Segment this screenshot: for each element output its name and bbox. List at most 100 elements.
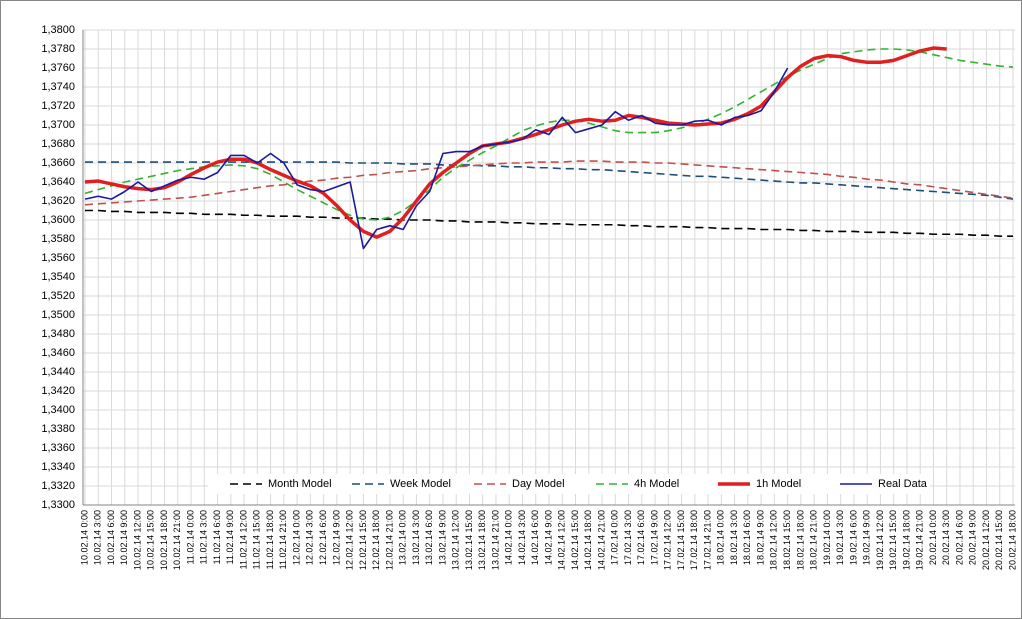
- x-tick-label: 10.02.14 12:00: [132, 510, 142, 570]
- x-tick-label: 13.02.14 0:00: [398, 510, 408, 565]
- x-tick-label: 13.02.14 12:00: [451, 510, 461, 570]
- x-tick-label: 11.02.14 0:00: [185, 510, 195, 564]
- y-tick-label: 1,3360: [41, 442, 75, 454]
- x-tick-label: 17.02.14 6:00: [636, 510, 646, 565]
- y-tick-label: 1,3440: [41, 366, 75, 378]
- y-tick-label: 1,3760: [41, 62, 75, 74]
- x-tick-label: 11.02.14 3:00: [199, 510, 209, 564]
- legend-label: Real Data: [878, 478, 928, 490]
- y-tick-label: 1,3460: [41, 347, 75, 359]
- x-tick-label: 13.02.14 6:00: [424, 510, 434, 565]
- y-tick-label: 1,3300: [41, 499, 75, 511]
- y-tick-label: 1,3580: [41, 233, 75, 245]
- x-tick-label: 17.02.14 9:00: [649, 510, 659, 565]
- x-tick-label: 10.02.14 15:00: [146, 510, 156, 570]
- x-tick-label: 20.02.14 15:00: [994, 510, 1004, 570]
- x-tick-label: 19.02.14 21:00: [915, 510, 925, 570]
- x-tick-label: 18.02.14 6:00: [742, 510, 752, 565]
- x-tick-label: 19.02.14 15:00: [888, 510, 898, 570]
- x-tick-label: 14.02.14 6:00: [530, 510, 540, 565]
- x-tick-label: 13.02.14 15:00: [464, 510, 474, 570]
- y-tick-label: 1,3700: [41, 119, 75, 131]
- x-tick-label: 19.02.14 18:00: [901, 510, 911, 570]
- x-tick-label: 10.02.14 21:00: [172, 510, 182, 570]
- x-tick-label: 18.02.14 18:00: [795, 510, 805, 570]
- x-tick-label: 19.02.14 0:00: [822, 510, 832, 565]
- y-tick-label: 1,3400: [41, 404, 75, 416]
- y-tick-label: 1,3540: [41, 271, 75, 283]
- x-tick-label: 20.02.14 12:00: [981, 510, 991, 570]
- x-tick-label: 14.02.14 9:00: [543, 510, 553, 565]
- x-tick-label: 12.02.14 18:00: [371, 510, 381, 570]
- y-tick-label: 1,3800: [41, 24, 75, 36]
- x-tick-label: 17.02.14 3:00: [623, 510, 633, 565]
- x-tick-label: 14.02.14 15:00: [570, 510, 580, 570]
- x-tick-label: 10.02.14 3:00: [93, 510, 103, 565]
- y-tick-label: 1,3660: [41, 157, 75, 169]
- x-tick-label: 20.02.14 9:00: [968, 510, 978, 565]
- x-tick-label: 19.02.14 6:00: [848, 510, 858, 565]
- legend-label: 1h Model: [756, 478, 801, 490]
- axis-labels: 1,3300 1,3320 1,3340 1,3360 1,3380 1,3400 1,34…: [41, 24, 1017, 570]
- x-tick-label: 19.02.14 9:00: [862, 510, 872, 565]
- x-tick-label: 13.02.14 9:00: [437, 510, 447, 565]
- legend-label: Day Model: [512, 478, 565, 490]
- y-tick-label: 1,3680: [41, 138, 75, 150]
- x-tick-label: 18.02.14 9:00: [755, 510, 765, 565]
- plot-lines: [84, 46, 1014, 250]
- x-tick-label: 19.02.14 12:00: [875, 510, 885, 570]
- legend: Month Model Week Model Day Model 4h Model 1h…: [208, 474, 930, 494]
- x-tick-label: 20.02.14 18:00: [1007, 510, 1017, 570]
- legend-label: 4h Model: [634, 478, 679, 490]
- x-tick-label: 18.02.14 3:00: [729, 510, 739, 565]
- y-tick-label: 1,3520: [41, 290, 75, 302]
- x-tick-label: 14.02.14 18:00: [583, 510, 593, 570]
- x-tick-label: 11.02.14 9:00: [225, 510, 235, 564]
- y-tick-label: 1,3620: [41, 195, 75, 207]
- y-tick-label: 1,3380: [41, 423, 75, 435]
- x-tick-label: 18.02.14 21:00: [809, 510, 819, 570]
- x-tick-label: 17.02.14 15:00: [676, 510, 686, 570]
- x-tick-label: 14.02.14 12:00: [557, 510, 567, 570]
- x-tick-label: 12.02.14 6:00: [318, 510, 328, 565]
- series-line: [85, 209, 1013, 237]
- series-line: [84, 48, 1014, 221]
- x-tick-label: 19.02.14 3:00: [835, 510, 845, 565]
- y-tick-label: 1,3560: [41, 252, 75, 264]
- x-tick-label: 17.02.14 21:00: [702, 510, 712, 570]
- y-tick-label: 1,3780: [41, 43, 75, 55]
- x-tick-label: 12.02.14 21:00: [384, 510, 394, 570]
- x-tick-label: 13.02.14 3:00: [411, 510, 421, 565]
- x-tick-label: 10.02.14 18:00: [159, 510, 169, 570]
- legend-box: [208, 474, 930, 494]
- x-tick-label: 11.02.14 12:00: [238, 510, 248, 569]
- x-tick-label: 11.02.14 21:00: [278, 510, 288, 569]
- y-tick-label: 1,3340: [41, 461, 75, 473]
- x-tick-label: 20.02.14 3:00: [941, 510, 951, 565]
- x-tick-label: 20.02.14 6:00: [954, 510, 964, 565]
- x-tick-label: 13.02.14 21:00: [490, 510, 500, 570]
- x-tick-label: 17.02.14 12:00: [663, 510, 673, 570]
- x-tick-label: 18.02.14 15:00: [782, 510, 792, 570]
- y-tick-label: 1,3600: [41, 214, 75, 226]
- x-tick-label: 14.02.14 21:00: [596, 510, 606, 570]
- x-tick-label: 12.02.14 15:00: [358, 510, 368, 570]
- y-tick-label: 1,3720: [41, 100, 75, 112]
- x-tick-label: 12.02.14 12:00: [345, 510, 355, 570]
- y-tick-label: 1,3500: [41, 309, 75, 321]
- series-line: [85, 161, 1014, 200]
- series-line: [84, 67, 789, 250]
- x-tick-label: 18.02.14 0:00: [716, 510, 726, 565]
- x-tick-label: 18.02.14 12:00: [769, 510, 779, 570]
- grid: [82, 29, 1015, 506]
- x-tick-label: 11.02.14 6:00: [212, 510, 222, 564]
- x-tick-label: 11.02.14 18:00: [265, 510, 275, 569]
- x-tick-label: 10.02.14 6:00: [106, 510, 116, 565]
- x-tick-label: 14.02.14 3:00: [517, 510, 527, 565]
- x-tick-label: 17.02.14 0:00: [610, 510, 620, 565]
- y-tick-label: 1,3740: [41, 81, 75, 93]
- x-tick-label: 14.02.14 0:00: [504, 510, 514, 565]
- legend-label: Week Model: [390, 478, 451, 490]
- y-tick-label: 1,3640: [41, 176, 75, 188]
